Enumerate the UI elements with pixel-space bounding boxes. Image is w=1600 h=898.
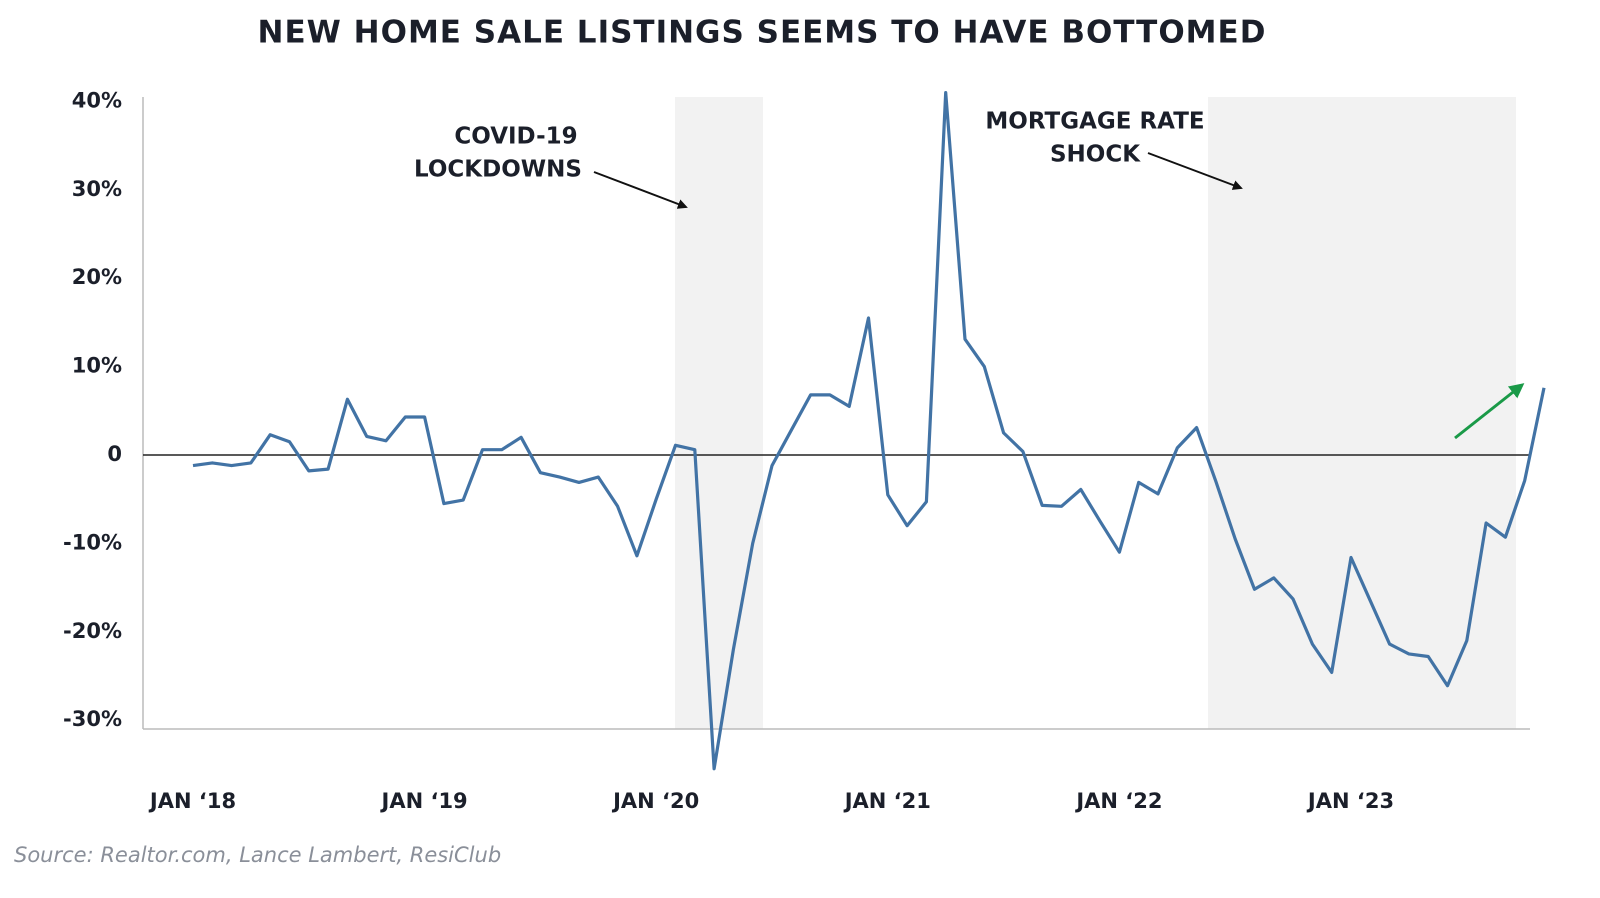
line-series: [192, 91, 1546, 771]
y-tick-label: 20%: [72, 265, 122, 289]
shaded-period: [1208, 97, 1516, 729]
chart-title: NEW HOME SALE LISTINGS SEEMS TO HAVE BOT…: [258, 15, 1267, 51]
x-tick-label: JAN ‘20: [611, 789, 699, 813]
y-tick-label: 30%: [72, 177, 122, 201]
y-tick-label: 40%: [72, 88, 122, 112]
x-tick-label: JAN ‘22: [1074, 789, 1162, 813]
annotation: COVID-19: [454, 124, 577, 150]
x-tick-label: JAN ‘23: [1306, 789, 1394, 813]
shaded-period: [675, 97, 763, 729]
y-tick-label: -20%: [63, 619, 122, 643]
arrow: [593, 171, 688, 209]
y-tick-label: -10%: [63, 530, 122, 554]
y-tick-label: -30%: [63, 707, 122, 731]
annotation: SHOCK: [1050, 142, 1141, 168]
x-tick-label: JAN ‘21: [843, 789, 931, 813]
source: Source: Realtor.com, Lance Lambert, Resi…: [14, 843, 501, 867]
arrow: [1147, 152, 1243, 190]
y-tick-label: 10%: [72, 354, 122, 378]
trend-arrow: [1454, 383, 1525, 440]
x-tick-label: JAN ‘18: [148, 789, 236, 813]
y-tick-label: 0: [107, 442, 122, 466]
x-tick-label: JAN ‘19: [380, 789, 468, 813]
annotation: LOCKDOWNS: [414, 157, 582, 183]
annotation: MORTGAGE RATE: [985, 109, 1204, 135]
